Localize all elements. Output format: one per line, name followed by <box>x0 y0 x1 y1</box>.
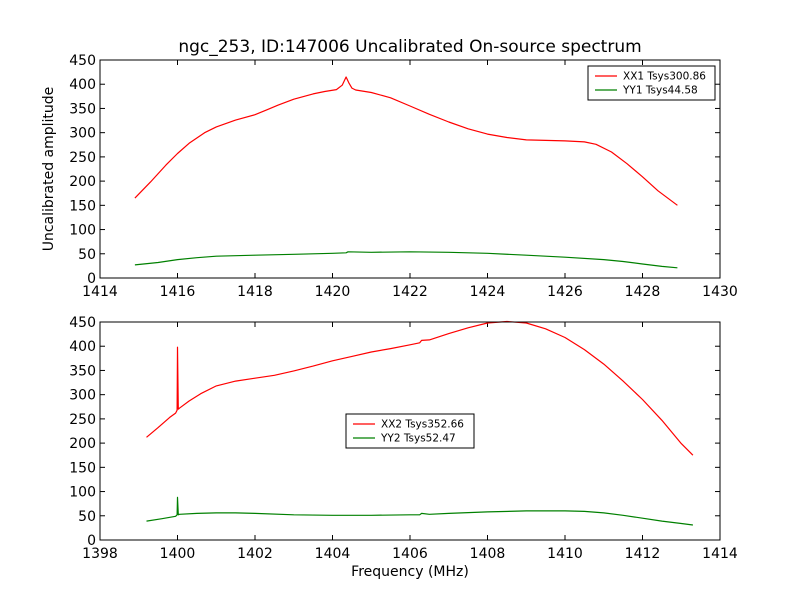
x-tick-label: 1400 <box>160 546 196 562</box>
y-tick-label: 200 <box>69 436 96 452</box>
chart-title: ngc_253, ID:147006 Uncalibrated On-sourc… <box>178 37 641 57</box>
y-tick-label: 300 <box>69 126 96 142</box>
plot-frame <box>99 59 721 279</box>
x-tick-label: 1404 <box>315 546 351 562</box>
x-tick-label: 1402 <box>237 546 273 562</box>
legend-entry: YY2 Tsys52.47 <box>380 433 456 445</box>
series-line-yy1 <box>134 251 678 269</box>
y-tick-label: 50 <box>78 247 96 263</box>
top-panel: ngc_253, ID:147006 Uncalibrated On-sourc… <box>41 37 738 300</box>
series-line-yy2 <box>146 496 693 526</box>
x-tick-label: 1398 <box>82 546 118 562</box>
legend: XX1 Tsys300.86 YY1 Tsys44.58 <box>587 65 716 101</box>
y-tick-label: 0 <box>87 271 96 287</box>
x-tick-label: 1406 <box>392 546 428 562</box>
x-tick-labels: 1414 1416 1418 1420 1422 1424 1426 1428 1430 <box>82 60 738 300</box>
y-tick-labels: 0 50 100 150 200 250 300 350 400 450 <box>69 315 720 549</box>
y-tick-label: 100 <box>69 485 96 501</box>
series-lines <box>134 76 678 269</box>
x-tick-label: 1414 <box>82 284 118 300</box>
legend-entry: YY1 Tsys44.58 <box>622 85 698 97</box>
y-tick-label: 400 <box>69 339 96 355</box>
y-tick-label: 450 <box>69 53 96 69</box>
x-tick-label: 1412 <box>625 546 661 562</box>
x-tick-label: 1410 <box>547 546 583 562</box>
y-tick-label: 350 <box>69 363 96 379</box>
x-tick-label: 1414 <box>702 546 738 562</box>
y-tick-label: 200 <box>69 174 96 190</box>
legend-box <box>345 413 475 449</box>
y-tick-labels: 0 50 100 150 200 250 300 350 400 450 <box>69 53 720 287</box>
y-tick-label: 50 <box>78 509 96 525</box>
plot-frame <box>99 321 721 541</box>
legend-entry: XX2 Tsys352.66 <box>381 419 464 431</box>
y-tick-label: 400 <box>69 77 96 93</box>
x-tick-label: 1408 <box>470 546 506 562</box>
x-tick-label: 1426 <box>547 284 583 300</box>
bottom-panel: Frequency (MHz) 1398 1400 1402 1404 1406 1408… <box>69 315 738 580</box>
x-tick-label: 1418 <box>237 284 273 300</box>
x-tick-label: 1424 <box>470 284 506 300</box>
legend: XX2 Tsys352.66 YY2 Tsys52.47 <box>345 413 475 449</box>
y-tick-label: 0 <box>87 533 96 549</box>
x-tick-label: 1420 <box>315 284 351 300</box>
x-tick-label: 1428 <box>625 284 661 300</box>
legend-box <box>587 65 716 101</box>
x-tick-labels: 1398 1400 1402 1404 1406 1408 1410 1412 1414 <box>82 322 738 562</box>
y-axis-label: Uncalibrated amplitude <box>41 87 57 252</box>
y-tick-label: 250 <box>69 412 96 428</box>
series-line-xx1 <box>134 76 678 206</box>
x-tick-label: 1422 <box>392 284 428 300</box>
y-tick-label: 250 <box>69 150 96 166</box>
y-tick-label: 350 <box>69 101 96 117</box>
x-tick-label: 1416 <box>160 284 196 300</box>
legend-entry: XX1 Tsys300.86 <box>623 71 706 83</box>
x-axis-label: Frequency (MHz) <box>351 564 469 580</box>
y-tick-label: 450 <box>69 315 96 331</box>
y-tick-label: 100 <box>69 223 96 239</box>
series-line-xx2 <box>146 320 694 456</box>
y-tick-label: 150 <box>69 198 96 214</box>
y-tick-label: 300 <box>69 388 96 404</box>
series-lines <box>146 320 694 526</box>
x-tick-label: 1430 <box>702 284 738 300</box>
y-tick-label: 150 <box>69 460 96 476</box>
